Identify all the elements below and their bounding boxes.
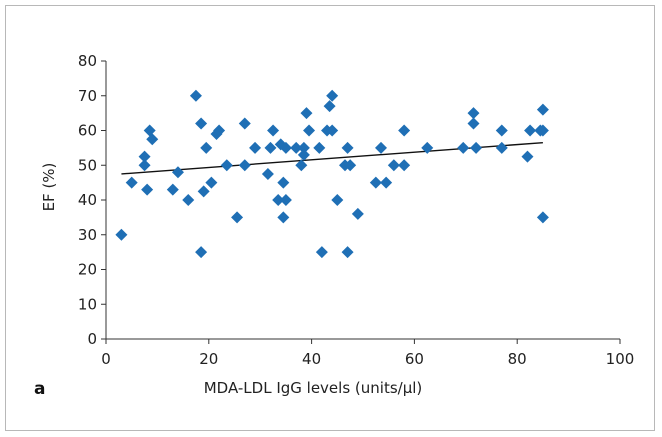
- data-point: [467, 107, 480, 120]
- data-point: [195, 246, 208, 259]
- data-point: [171, 166, 184, 179]
- y-tick-label: 80: [78, 52, 97, 70]
- data-point: [457, 141, 470, 154]
- y-tick-label: 50: [78, 156, 97, 174]
- data-point: [279, 194, 292, 206]
- scatter-chart: 0 10 20 30 40 50 60 70 80 0 20 40 60 80 100 EF (%) MD…: [34, 52, 634, 399]
- y-tick-label: 0: [87, 330, 97, 348]
- data-point: [125, 176, 138, 189]
- x-axis-title: MDA-LDL IgG levels (units/µl): [204, 379, 423, 397]
- data-point: [213, 124, 226, 137]
- data-point: [369, 176, 382, 189]
- y-tick-label: 40: [78, 191, 97, 209]
- data-point: [398, 124, 411, 137]
- y-tick-label: 10: [78, 295, 97, 313]
- data-point: [521, 150, 534, 163]
- data-point: [331, 194, 344, 206]
- data-point: [138, 150, 151, 163]
- data-point: [261, 167, 274, 180]
- data-point: [297, 148, 310, 161]
- x-tick-label: 60: [405, 350, 424, 368]
- data-point: [470, 141, 483, 154]
- x-tick-label: 100: [606, 350, 635, 368]
- data-point: [421, 141, 434, 154]
- data-point: [220, 159, 233, 172]
- x-tick-label: 20: [199, 350, 218, 368]
- y-tick-label: 60: [78, 122, 97, 140]
- panel-label: a: [34, 379, 45, 399]
- data-point: [495, 124, 508, 137]
- data-point: [277, 176, 290, 189]
- data-point: [467, 117, 480, 130]
- data-point: [341, 246, 354, 259]
- data-point: [315, 246, 328, 259]
- data-point: [524, 124, 537, 137]
- data-point: [290, 141, 303, 154]
- data-point: [295, 159, 308, 172]
- data-point: [231, 211, 244, 224]
- y-tick-label: 20: [78, 261, 97, 279]
- data-point: [166, 183, 179, 196]
- x-tick-label: 80: [508, 350, 527, 368]
- data-point: [146, 133, 159, 146]
- data-point: [303, 124, 316, 137]
- data-points: [115, 89, 549, 259]
- data-point: [398, 159, 411, 172]
- data-point: [495, 141, 508, 154]
- data-point: [536, 103, 549, 116]
- figure-panel: 0 10 20 30 40 50 60 70 80 0 20 40 60 80 100 EF (%) MD…: [5, 5, 655, 431]
- data-point: [182, 194, 195, 206]
- data-point: [197, 185, 210, 198]
- data-point: [115, 228, 128, 241]
- data-point: [374, 141, 387, 154]
- y-axis-title: EF (%): [40, 163, 58, 212]
- data-point: [341, 141, 354, 154]
- data-point: [238, 117, 251, 130]
- data-point: [267, 124, 280, 137]
- data-point: [272, 194, 285, 206]
- data-point: [326, 124, 339, 137]
- data-point: [189, 89, 202, 102]
- y-tick-label: 70: [78, 87, 97, 105]
- x-tick-label: 40: [302, 350, 321, 368]
- data-point: [249, 141, 262, 154]
- x-tick-label: 0: [101, 350, 111, 368]
- data-point: [536, 211, 549, 224]
- data-point: [279, 141, 292, 154]
- data-point: [264, 141, 277, 154]
- x-ticks: 0 20 40 60 80 100: [101, 339, 634, 368]
- data-point: [351, 207, 364, 220]
- data-point: [380, 176, 393, 189]
- data-point: [200, 141, 213, 154]
- data-point: [297, 141, 310, 154]
- data-point: [141, 183, 154, 196]
- data-point: [323, 100, 336, 113]
- y-ticks: 0 10 20 30 40 50 60 70 80: [78, 52, 106, 348]
- data-point: [143, 124, 156, 137]
- data-point: [387, 159, 400, 172]
- data-point: [300, 107, 313, 120]
- data-point: [344, 159, 357, 172]
- data-point: [238, 159, 251, 172]
- data-point: [195, 117, 208, 130]
- data-point: [138, 159, 151, 172]
- data-point: [205, 176, 218, 189]
- data-point: [536, 124, 549, 137]
- data-point: [326, 89, 339, 102]
- data-point: [277, 211, 290, 224]
- data-point: [313, 141, 326, 154]
- y-tick-label: 30: [78, 226, 97, 244]
